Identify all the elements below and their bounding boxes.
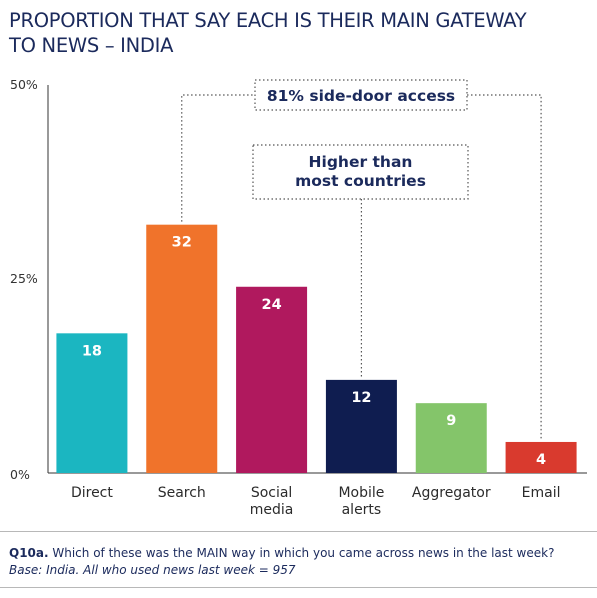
x-tick-label: media [250, 502, 294, 518]
side-door-annotation-text: 81% side-door access [267, 87, 455, 105]
higher-annotation-text: most countries [295, 172, 426, 190]
bar [325, 379, 397, 473]
footnote: Q10a. Which of these was the MAIN way in… [9, 545, 594, 579]
y-tick-label: 0% [10, 467, 30, 482]
bar [56, 333, 128, 473]
y-tick-label: 50% [10, 77, 38, 92]
x-tick-label: alerts [342, 502, 382, 518]
footnote-base: Base: India. All who used news last week… [9, 563, 296, 577]
x-tick-label: Direct [71, 485, 113, 501]
divider-rule-bottom [0, 587, 597, 588]
x-tick-label: Email [522, 485, 561, 501]
bar-value-label: 4 [536, 452, 546, 468]
bar [415, 403, 487, 473]
bar-value-label: 24 [261, 297, 281, 313]
bar [505, 441, 577, 473]
side-door-connector-left [181, 94, 255, 222]
side-door-annotation-box [254, 79, 468, 111]
chart-title-line-1: PROPORTION THAT SAY EACH IS THEIR MAIN G… [9, 9, 527, 32]
higher-annotation-text: Higher than [309, 153, 413, 171]
footnote-question-id: Q10a. [9, 546, 49, 560]
bar-value-label: 9 [446, 413, 456, 429]
y-tick-label: 25% [10, 271, 38, 286]
bar [146, 224, 218, 473]
bar [236, 286, 308, 473]
bar-value-label: 12 [351, 390, 371, 406]
x-tick-label: Aggregator [412, 485, 491, 501]
footnote-question: Q10a. Which of these was the MAIN way in… [9, 545, 594, 562]
higher-annotation-box [252, 144, 469, 200]
x-tick-label: Social [251, 485, 293, 501]
divider-rule-top [0, 531, 597, 532]
bar-value-label: 32 [172, 235, 192, 251]
chart-title-line-2: TO NEWS – INDIA [9, 34, 174, 57]
footnote-question-text: Which of these was the MAIN way in which… [48, 546, 555, 560]
axes: 0% 25% 50% [10, 77, 587, 482]
side-door-connector-right [467, 94, 542, 439]
chart-title: PROPORTION THAT SAY EACH IS THEIR MAIN G… [9, 8, 569, 58]
x-tick-label: Mobile [338, 485, 384, 501]
bar-value-label: 18 [82, 343, 102, 359]
x-tick-label: Search [158, 485, 206, 501]
